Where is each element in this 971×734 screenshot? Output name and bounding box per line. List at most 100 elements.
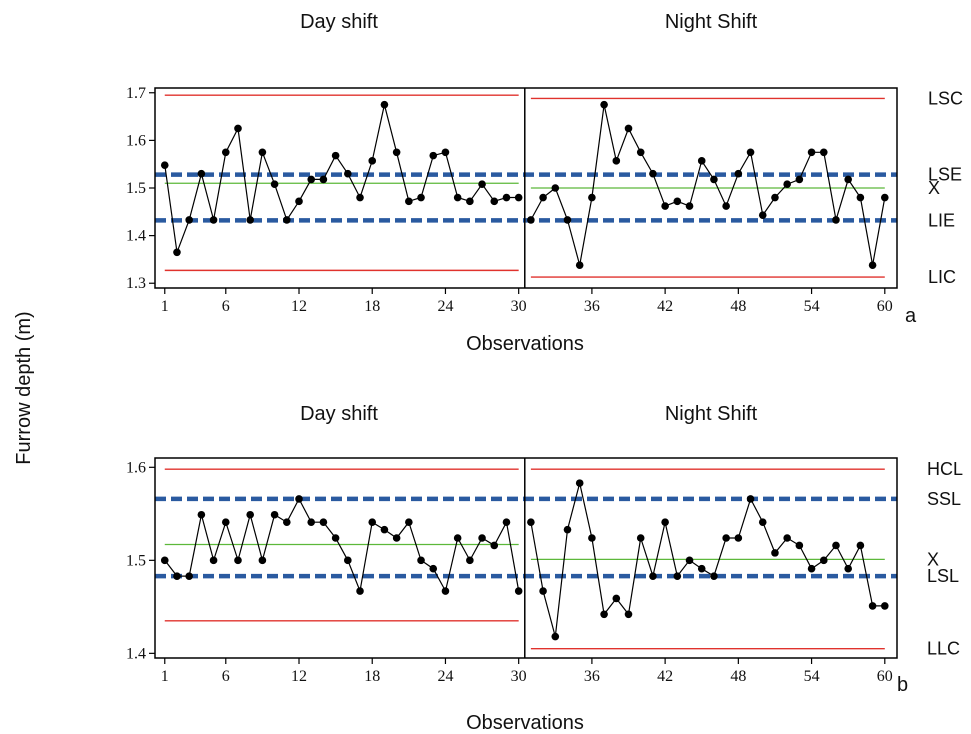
panel-b-x-tick-label-48: 48 <box>730 668 746 685</box>
chart-panel-b: Day shift Night Shift 1.4 1.5 1.6 1 6 12 18 24 3… <box>126 403 963 734</box>
panel-a-data-point-32 <box>539 193 547 202</box>
panel-a-series-2-line <box>530 104 886 266</box>
panel-b-x-tick-label-36: 36 <box>584 668 600 685</box>
panel-a-data-point-23 <box>429 151 438 160</box>
panel-b-data-point-21 <box>405 518 413 526</box>
panel-a-data-point-57 <box>844 175 852 184</box>
panel-b-data-point-29 <box>502 518 511 526</box>
panel-a-x-tick-label-48: 48 <box>730 298 746 315</box>
panel-a-data-point-16 <box>344 169 352 178</box>
panel-b-hcl-label: HCL <box>927 459 963 479</box>
panel-a-data-point-58 <box>856 193 865 202</box>
panel-b-x-tick-label-60: 60 <box>877 668 893 685</box>
panel-b-data-point-23 <box>429 564 438 573</box>
panel-b-x-tick-label-24: 24 <box>437 668 453 685</box>
panel-a-data-point-39 <box>624 124 633 133</box>
panel-a-letter: a <box>905 305 917 327</box>
panel-a-data-point-25 <box>453 193 462 202</box>
panel-a-data-point-8 <box>246 216 254 224</box>
panel-a-data-point-44 <box>685 202 694 210</box>
panel-b-data-point-46 <box>710 572 718 580</box>
panel-b-data-point-17 <box>356 587 364 595</box>
panel-b-x-tick-label-42: 42 <box>657 668 673 685</box>
panel-b-data-point-12 <box>295 495 303 503</box>
panel-b-data-point-37 <box>600 610 608 619</box>
panel-a-x-tick-label-54: 54 <box>804 298 820 315</box>
panel-b-data-point-9 <box>258 556 267 565</box>
panel-b-lsl-label: LSL <box>927 566 959 586</box>
panel-b-data-point-34 <box>563 525 572 534</box>
panel-b-data-point-7 <box>234 556 242 565</box>
panel-a-data-point-45 <box>697 157 706 165</box>
panel-b-data-point-51 <box>771 549 779 557</box>
panel-b-data-point-18 <box>368 518 377 526</box>
panel-b-data-point-13 <box>307 518 316 526</box>
panel-b-data-point-6 <box>221 518 230 526</box>
panel-b-data-point-30 <box>514 587 523 595</box>
panel-a-data-point-19 <box>380 100 389 109</box>
panel-b-data-point-27 <box>478 534 486 542</box>
panel-a-data-point-15 <box>331 151 340 160</box>
panel-b-data-point-36 <box>588 534 596 542</box>
panel-b-x-tick-label-54: 54 <box>804 668 820 685</box>
panel-b-data-point-56 <box>832 541 840 550</box>
panel-b-data-point-35 <box>575 479 584 487</box>
panel-a-data-point-5 <box>209 216 218 224</box>
panel-b-data-point-60 <box>880 602 889 610</box>
panel-a-data-point-34 <box>563 216 572 224</box>
panel-a-data-point-9 <box>258 148 267 157</box>
panel-b-data-point-57 <box>844 564 852 573</box>
panel-a-data-point-52 <box>783 180 791 188</box>
panel-b-x-tick-label-12: 12 <box>291 668 307 685</box>
panel-b-data-point-16 <box>344 556 352 565</box>
panel-a-data-point-28 <box>490 197 499 206</box>
panel-a-data-point-50 <box>758 211 767 219</box>
panel-b-x-tick-label-18: 18 <box>364 668 380 685</box>
panel-a-data-point-24 <box>441 148 450 157</box>
panel-a-x-tick-label-6: 6 <box>222 298 230 315</box>
panel-b-data-point-45 <box>697 564 706 573</box>
panel-b-series-1-line <box>164 497 520 594</box>
panel-b-x-axis-label: Observations <box>466 712 584 734</box>
panel-b-data-point-1 <box>160 556 169 565</box>
panel-a-data-point-1 <box>160 161 169 169</box>
panel-b-data-point-43 <box>673 572 682 580</box>
panel-a-data-point-29 <box>502 193 511 202</box>
panel-a-data-point-17 <box>356 193 364 202</box>
panel-a-data-point-56 <box>832 216 840 224</box>
panel-b-data-point-44 <box>685 556 694 565</box>
panel-a-data-point-31 <box>527 216 535 224</box>
panel-a-data-point-22 <box>417 193 425 202</box>
panel-a-data-point-49 <box>746 148 755 157</box>
panel-a-data-point-6 <box>221 148 230 157</box>
panel-a-data-point-4 <box>197 169 206 178</box>
panel-b-data-point-10 <box>270 510 279 519</box>
panel-a-data-point-21 <box>405 197 413 206</box>
panel-a-x-tick-label-60: 60 <box>877 298 893 315</box>
panel-a-y-tick-label-1.3: 1.3 <box>126 275 146 292</box>
panel-a-lic-label: LIC <box>928 267 956 287</box>
panel-a-data-point-18 <box>368 157 377 165</box>
panel-a-y-tick-label-1.4: 1.4 <box>126 228 146 245</box>
panel-b-data-point-2 <box>173 572 181 580</box>
panel-a-data-point-42 <box>661 202 669 210</box>
panel-a-data-point-33 <box>551 184 560 192</box>
panel-b-data-point-31 <box>527 518 535 526</box>
panel-a-data-point-3 <box>185 216 193 224</box>
panel-b-data-point-28 <box>490 541 499 550</box>
panel-b-data-point-41 <box>649 572 657 580</box>
panel-b-data-point-26 <box>466 556 474 565</box>
panel-b-data-point-53 <box>795 541 804 550</box>
y-axis-label: Furrow depth (m) <box>13 311 35 464</box>
panel-b-data-point-5 <box>209 556 218 565</box>
panel-a-lie-label: LIE <box>928 210 955 230</box>
panel-b-data-point-14 <box>319 518 328 526</box>
panel-b-x-tick-label-6: 6 <box>222 668 230 685</box>
panel-a-x-tick-label-1: 1 <box>161 298 169 315</box>
panel-b-plot-frame <box>154 457 898 659</box>
panel-b-data-point-42 <box>661 518 669 526</box>
panel-a-x-tick-label-42: 42 <box>657 298 673 315</box>
panel-a-data-point-47 <box>722 202 730 210</box>
panel-a-lsc-label: LSC <box>928 88 963 108</box>
panel-a-data-point-11 <box>283 216 291 224</box>
